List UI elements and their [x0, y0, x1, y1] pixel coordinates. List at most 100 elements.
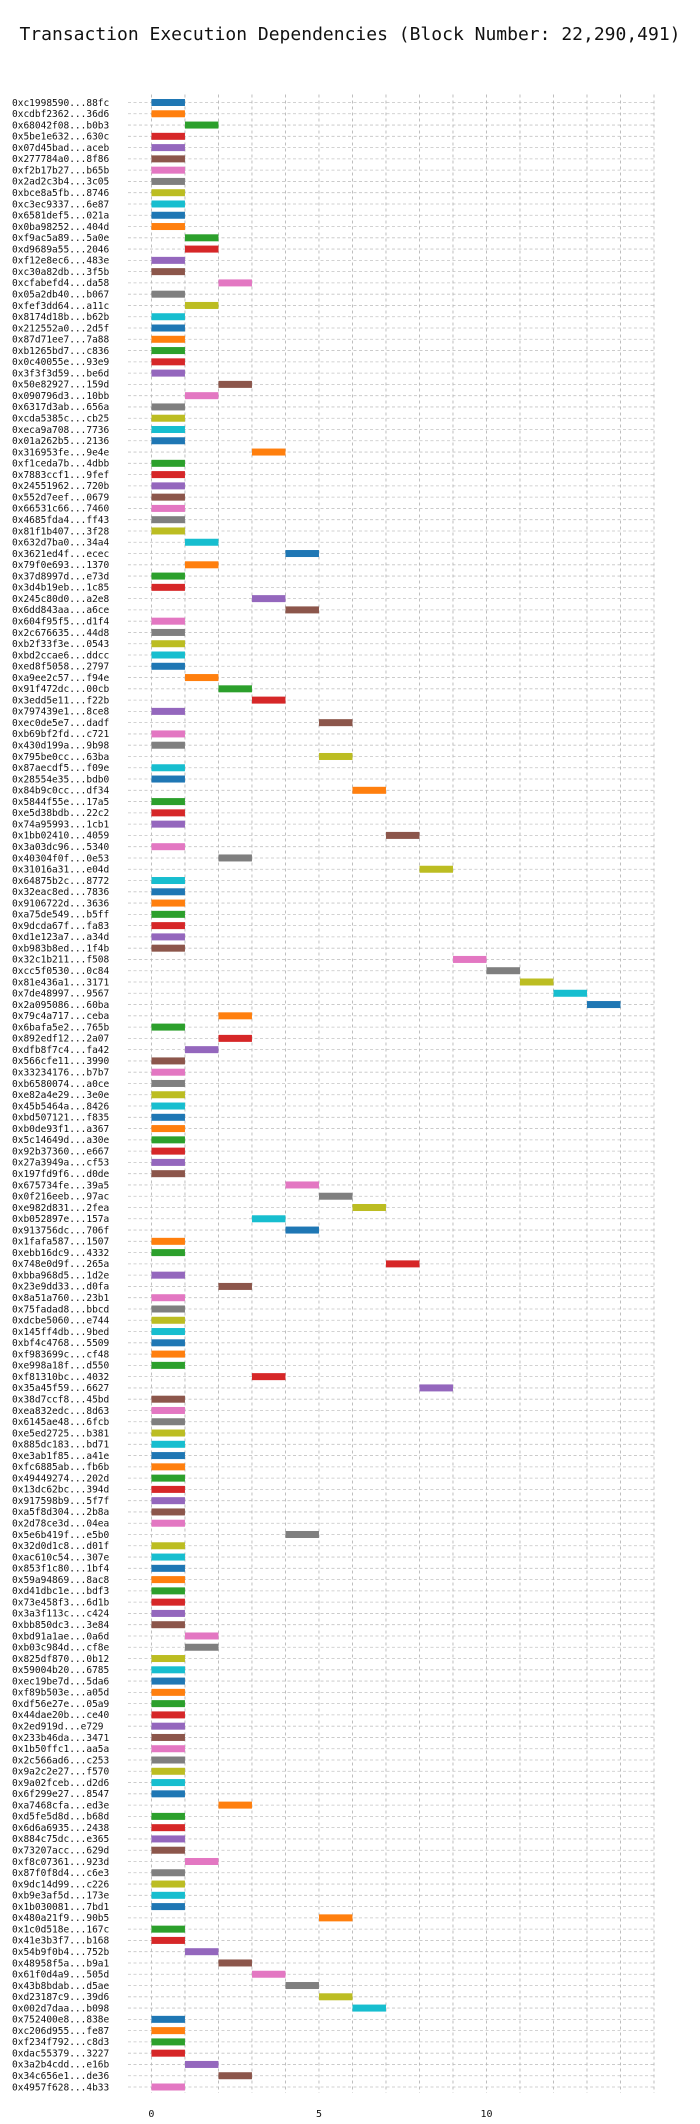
- transaction-bar: [151, 1711, 185, 1719]
- transaction-bar: [151, 1463, 185, 1471]
- transaction-bar: [151, 1677, 185, 1685]
- transaction-label: 0x002d7daa...b098: [12, 2003, 110, 2014]
- transaction-bar: [184, 121, 219, 129]
- transaction-label: 0xbb850dc3...3e84: [12, 1620, 110, 1631]
- transaction-label: 0xa9ee2c57...f94e: [12, 673, 110, 684]
- transaction-label: 0xf89b503e...a05d: [12, 1688, 109, 1699]
- transaction-bar: [184, 561, 219, 569]
- transaction-bar: [151, 1418, 185, 1426]
- transaction-label: 0x3a2b4cdd...e16b: [12, 2060, 110, 2071]
- transaction-bar: [419, 865, 453, 873]
- x-tick-label: 5: [316, 2109, 322, 2120]
- transaction-label: 0x27a3949a...cf53: [12, 1158, 109, 1169]
- transaction-bar: [218, 1801, 252, 1809]
- transaction-label: 0x73e458f3...6d1b: [12, 1597, 110, 1608]
- transaction-bar: [218, 685, 252, 693]
- transaction-label: 0x74a95993...1cb1: [12, 819, 110, 830]
- horizontal-gridlines: [128, 102, 654, 2088]
- transaction-bar: [184, 538, 219, 546]
- transaction-bar: [318, 719, 353, 727]
- transaction-bar: [151, 944, 185, 952]
- transaction-label: 0x7de48997...9567: [12, 989, 109, 1000]
- transaction-label: 0x3a03dc96...5340: [12, 842, 110, 853]
- transaction-bar: [151, 1790, 185, 1798]
- transaction-bar: [218, 1282, 252, 1290]
- transaction-label: 0xec19be7d...5da6: [12, 1676, 110, 1687]
- transaction-bar: [151, 1553, 185, 1561]
- transaction-bar: [151, 358, 185, 366]
- transaction-bar: [151, 1880, 185, 1888]
- transaction-bar: [151, 1621, 185, 1629]
- transaction-label: 0xf983699c...cf48: [12, 1349, 110, 1360]
- transaction-label: 0xf81310bc...4032: [12, 1372, 109, 1383]
- transaction-label: 0x3edd5e11...f22b: [12, 695, 110, 706]
- transaction-label: 0x66531c66...7460: [12, 504, 110, 515]
- transaction-label: 0xd9689a55...2046: [12, 244, 110, 255]
- transaction-bar: [151, 425, 185, 433]
- transaction-label: 0x23e9dd33...d0fa: [12, 1282, 109, 1293]
- transaction-bar: [318, 752, 353, 760]
- transaction-bar: [151, 628, 185, 636]
- transaction-label: 0x5844f55e...17a5: [12, 797, 109, 808]
- transaction-bar: [151, 1891, 185, 1899]
- transaction-bar: [184, 245, 219, 253]
- transaction-label: 0xb1265bd7...c836: [12, 346, 110, 357]
- transaction-label: 0x87f0f8d4...c6e3: [12, 1868, 109, 1879]
- transaction-label: 0xc30a82db...3f5b: [12, 267, 110, 278]
- transaction-label: 0xbce8a5fb...8746: [12, 188, 110, 199]
- transaction-bar: [385, 1260, 420, 1268]
- transaction-bar: [151, 2049, 185, 2057]
- transaction-label: 0x825df870...0b12: [12, 1654, 109, 1665]
- transaction-label: 0x5c14649d...a30e: [12, 1135, 110, 1146]
- transaction-label: 0xe998a18f...d550: [12, 1361, 110, 1372]
- transaction-bar: [151, 1846, 185, 1854]
- transaction-label: 0x6317d3ab...656a: [12, 402, 109, 413]
- transaction-bar: [151, 764, 185, 772]
- transaction-label: 0x75fadad8...bbcd: [12, 1304, 109, 1315]
- transaction-bar: [151, 1023, 185, 1031]
- transaction-label: 0xb052897e...157a: [12, 1214, 109, 1225]
- transaction-label: 0xb2f33f3e...0543: [12, 639, 109, 650]
- transaction-label: 0x245c80d0...a2e8: [12, 594, 110, 605]
- transaction-bar: [151, 1722, 185, 1730]
- transaction-bar: [184, 2060, 219, 2068]
- transaction-label: 0x6bafa5e2...765b: [12, 1022, 110, 1033]
- transaction-bar: [352, 1204, 386, 1212]
- transaction-label: 0x44dae20b...ce40: [12, 1710, 110, 1721]
- transaction-label: 0xdcbe5060...e744: [12, 1316, 110, 1327]
- transaction-bar: [151, 1564, 185, 1572]
- transaction-label: 0xc3ec9337...6e87: [12, 199, 109, 210]
- transaction-label: 0x8a51a760...23b1: [12, 1293, 110, 1304]
- transaction-label: 0x32eac8ed...7836: [12, 887, 110, 898]
- transaction-label: 0x81f1b407...3f28: [12, 526, 110, 537]
- transaction-label: 0x2c676635...44d8: [12, 628, 110, 639]
- transaction-label: 0x566cfe11...3990: [12, 1056, 110, 1067]
- transaction-label: 0x2ed919d...e729: [12, 1721, 104, 1732]
- transaction-bar: [151, 1294, 185, 1302]
- transaction-bar: [218, 380, 252, 388]
- transaction-bar: [151, 1824, 185, 1832]
- transaction-bar: [151, 1102, 185, 1110]
- transaction-label: 0x7883ccf1...9fef: [12, 470, 109, 481]
- transaction-label: 0xac610c54...307e: [12, 1552, 110, 1563]
- transaction-label: 0xbf4c4768...5509: [12, 1338, 110, 1349]
- transaction-bar: [285, 1982, 319, 1990]
- transaction-label: 0xdac55379...3227: [12, 2048, 109, 2059]
- transaction-label: 0xf2b17b27...b65b: [12, 165, 110, 176]
- transaction-bar: [151, 347, 185, 355]
- transaction-bar: [251, 696, 286, 704]
- transaction-bar: [151, 809, 185, 817]
- transaction-label: 0x1c0d518e...167c: [12, 1924, 109, 1935]
- transaction-bar: [151, 1305, 185, 1313]
- transaction-label: 0x552d7eef...0679: [12, 492, 110, 503]
- transaction-label: 0x9dc14d99...c226: [12, 1879, 110, 1890]
- transaction-bar: [184, 1643, 219, 1651]
- transaction-bar: [151, 166, 185, 174]
- transaction-bar: [151, 471, 185, 479]
- transaction-bar: [151, 268, 185, 276]
- transaction-label: 0x38d7ccf8...45bd: [12, 1394, 109, 1405]
- transaction-label: 0x145ff4db...9bed: [12, 1327, 109, 1338]
- transaction-label: 0x884c75dc...e365: [12, 1834, 109, 1845]
- transaction-bar: [151, 1113, 185, 1121]
- transaction-bar: [151, 820, 185, 828]
